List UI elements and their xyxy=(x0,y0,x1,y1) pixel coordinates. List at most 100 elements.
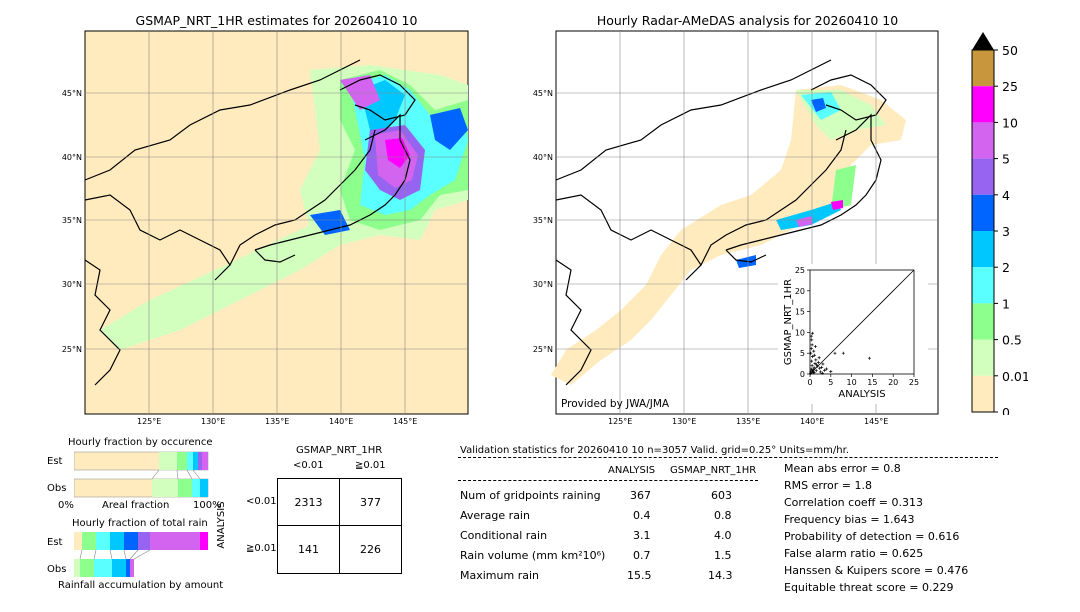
colorbar-label: 0 xyxy=(1002,405,1010,415)
scatter-x-tick-label: 15 xyxy=(867,378,877,387)
scatter-y-tick-label: 10 xyxy=(795,328,805,337)
score-line: Hanssen & Kuipers score = 0.476 xyxy=(784,564,969,577)
left-map-rain-field xyxy=(100,65,468,350)
left-lon-label: 130°E xyxy=(201,417,226,426)
colorbar-segment xyxy=(972,303,994,340)
right-map-coastlines xyxy=(555,59,887,386)
occurrence-axis-left: 0% xyxy=(58,500,74,511)
scatter-x-tick-label: 0 xyxy=(807,378,812,387)
left-map-grid xyxy=(85,31,468,414)
scatter-point xyxy=(809,351,813,355)
colorbar-segment xyxy=(972,122,994,159)
left-map-title: GSMAP_NRT_1HR estimates for 20260410 10 xyxy=(135,13,418,28)
scatter-point xyxy=(815,363,819,367)
validation-header-rule xyxy=(458,457,998,458)
contingency-row-ge: ≧0.01 xyxy=(246,543,277,554)
stat-analysis: 3.1 xyxy=(633,529,651,542)
left-lat-label: 40°N xyxy=(62,153,82,162)
scatter-plot: 00 5 5 10 10 15 15 20 20 25 25 ANALYSIS GSMAP_NRT_1H… xyxy=(778,264,928,404)
scatter-y-tick-label: 15 xyxy=(795,308,805,317)
right-lat-label: 40°N xyxy=(533,153,553,162)
validation-col-rule xyxy=(458,480,758,481)
scatter-y-tick-label: 0 xyxy=(800,370,805,379)
scatter-diagonal xyxy=(809,269,915,375)
right-lat-label: 25°N xyxy=(533,345,553,354)
scatter-x-tick-label: 20 xyxy=(888,378,898,387)
colorbar-label: 25 xyxy=(1002,79,1018,94)
score-line: Probability of detection = 0.616 xyxy=(784,530,960,543)
right-lon-label: 130°E xyxy=(672,417,697,426)
colorbar-label: 5 xyxy=(1002,152,1010,167)
score-line: RMS error = 1.8 xyxy=(784,479,872,492)
colorbar-segment xyxy=(972,267,994,304)
contingency-col-ge: ≧0.01 xyxy=(355,460,386,471)
right-map-radar-coverage xyxy=(551,85,906,385)
colorbar-segment xyxy=(972,158,994,195)
colorbar-label: 3 xyxy=(1002,224,1010,239)
stat-label: Average rain xyxy=(460,509,530,522)
contingency-title: GSMAP_NRT_1HR xyxy=(296,445,383,456)
contingency-cell: 141 xyxy=(277,525,340,574)
stat-gsmap: 1.5 xyxy=(714,549,732,562)
score-line: Mean abs error = 0.8 xyxy=(784,462,901,475)
colorbar-label: 1 xyxy=(1002,296,1010,311)
contingency-cell: 377 xyxy=(339,478,402,526)
colorbar-label: 2 xyxy=(1002,260,1010,275)
stat-gsmap: 14.3 xyxy=(708,569,733,582)
scatter-point xyxy=(821,362,825,366)
left-lat-label: 25°N xyxy=(62,345,82,354)
scatter-point xyxy=(812,349,816,353)
stat-gsmap: 0.8 xyxy=(714,509,732,522)
left-lon-label: 145°E xyxy=(393,417,418,426)
scatter-point xyxy=(810,343,814,347)
colorbar-segment xyxy=(972,339,994,376)
stat-analysis: 15.5 xyxy=(627,569,652,582)
right-lon-label: 125°E xyxy=(608,417,633,426)
scatter-y-tick-label: 5 xyxy=(800,349,805,358)
right-lat-label: 35°N xyxy=(533,216,553,225)
rainfall-obs-label: Obs xyxy=(47,564,67,575)
rainfall-est-label: Est xyxy=(47,537,63,548)
scatter-point xyxy=(813,362,817,366)
scatter-point xyxy=(809,334,813,338)
scatter-point xyxy=(809,347,813,351)
colorbar-label: 0.5 xyxy=(1002,333,1022,348)
left-lon-label: 125°E xyxy=(137,417,162,426)
scatter-point xyxy=(810,331,814,335)
occurrence-obs-label: Obs xyxy=(47,483,67,494)
colorbar-extension xyxy=(972,32,994,50)
colorbar: 50 25 10 5 4 3 2 1 0.5 0.01 0 xyxy=(971,32,1028,415)
score-line: Correlation coeff = 0.313 xyxy=(784,496,923,509)
stat-gsmap: 4.0 xyxy=(714,529,732,542)
colorbar-segment xyxy=(972,231,994,268)
rainfall-bars xyxy=(74,532,208,577)
right-map-title: Hourly Radar-AMeDAS analysis for 2026041… xyxy=(596,13,899,28)
colorbar-label: 10 xyxy=(1002,115,1018,130)
scatter-xlabel: ANALYSIS xyxy=(838,389,885,400)
stat-label: Conditional rain xyxy=(460,529,548,542)
scatter-point xyxy=(825,367,829,371)
colorbar-label: 0.01 xyxy=(1002,369,1028,384)
scatter-point xyxy=(867,356,871,360)
left-lat-label: 45°N xyxy=(62,89,82,98)
left-lat-label: 35°N xyxy=(62,216,82,225)
right-lat-label: 45°N xyxy=(533,89,553,98)
right-lon-label: 140°E xyxy=(800,417,825,426)
scatter-point xyxy=(833,351,837,355)
validation-col-gsmap: GSMAP_NRT_1HR xyxy=(670,465,757,476)
stat-analysis: 367 xyxy=(630,489,651,502)
scatter-point xyxy=(841,351,845,355)
score-line: Equitable threat score = 0.229 xyxy=(784,581,954,594)
scatter-point xyxy=(823,368,827,372)
scatter-point xyxy=(812,370,816,374)
scatter-point xyxy=(809,371,813,375)
scatter-point xyxy=(814,369,818,373)
stat-gsmap: 603 xyxy=(711,489,732,502)
right-map: 45°N 40°N 35°N 30°N 25°N Provided by JWA… xyxy=(533,30,939,415)
colorbar-segment xyxy=(972,194,994,231)
left-lon-label: 140°E xyxy=(329,417,354,426)
right-lon-label: 135°E xyxy=(736,417,761,426)
contingency-row-lt: <0.01 xyxy=(246,496,277,507)
colorbar-segment xyxy=(972,50,994,87)
contingency-side-label: ANALYSIS xyxy=(216,501,227,549)
